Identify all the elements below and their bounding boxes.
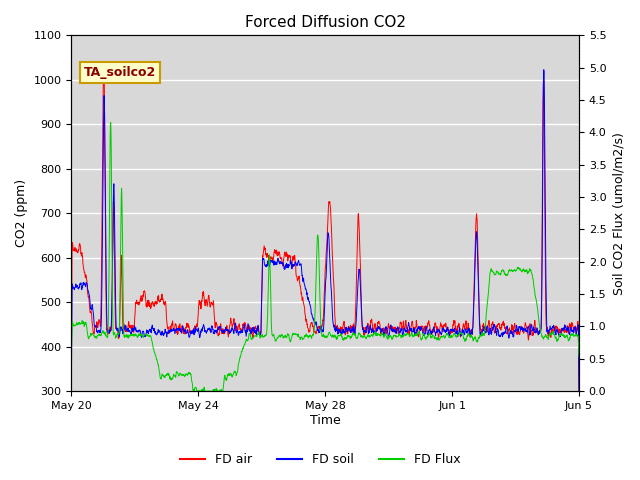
Legend: FD air, FD soil, FD Flux: FD air, FD soil, FD Flux [175,448,465,471]
Title: Forced Diffusion CO2: Forced Diffusion CO2 [244,15,406,30]
X-axis label: Time: Time [310,414,340,427]
Y-axis label: CO2 (ppm): CO2 (ppm) [15,179,28,247]
Y-axis label: Soil CO2 Flux (umol/m2/s): Soil CO2 Flux (umol/m2/s) [612,132,625,295]
Text: TA_soilco2: TA_soilco2 [84,66,156,79]
